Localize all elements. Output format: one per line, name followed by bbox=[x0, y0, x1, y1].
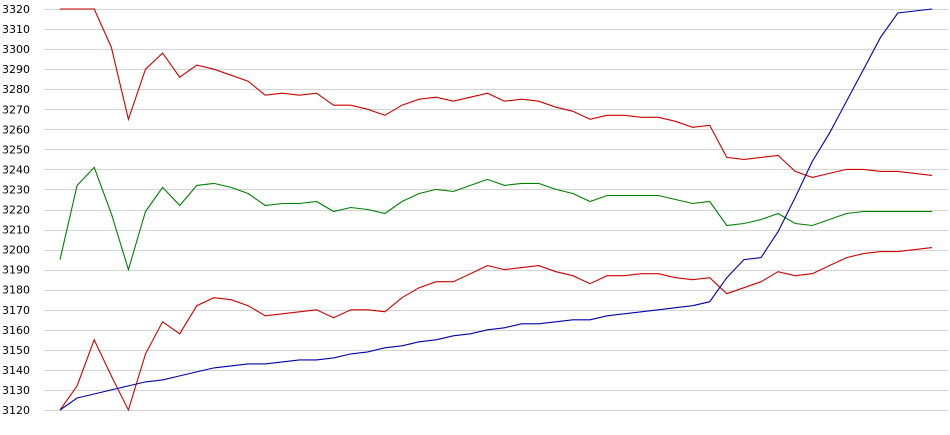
grid-layer bbox=[44, 9, 948, 411]
y-tick-label: 3310 bbox=[2, 23, 30, 36]
y-tick-label: 3320 bbox=[2, 3, 30, 16]
y-tick-label: 3190 bbox=[2, 264, 30, 277]
series-line-3 bbox=[59, 247, 933, 412]
y-tick-label: 3230 bbox=[2, 183, 30, 196]
series-layer bbox=[59, 8, 933, 412]
y-tick-label: 3150 bbox=[2, 344, 30, 357]
y-tick-label: 3240 bbox=[2, 163, 30, 176]
y-tick-label: 3290 bbox=[2, 63, 30, 76]
y-tick-label: 3160 bbox=[2, 324, 30, 337]
series-line-1 bbox=[60, 8, 933, 178]
y-tick-label: 3270 bbox=[2, 103, 30, 116]
y-tick-label: 3130 bbox=[2, 384, 30, 397]
y-axis-ticks: 3120 3130 3140 3150 3160 3170 3180 3190 3200 3210… bbox=[2, 3, 30, 417]
series-line-2 bbox=[59, 166, 932, 272]
series-line-4 bbox=[59, 8, 933, 411]
y-tick-label: 3220 bbox=[2, 204, 30, 217]
y-tick-label: 3180 bbox=[2, 284, 30, 297]
y-tick-label: 3300 bbox=[2, 43, 30, 56]
y-tick-label: 3250 bbox=[2, 143, 30, 156]
y-tick-label: 3140 bbox=[2, 364, 30, 377]
y-tick-label: 3170 bbox=[2, 304, 30, 317]
y-tick-label: 3260 bbox=[2, 123, 30, 136]
y-tick-label: 3280 bbox=[2, 83, 30, 96]
y-tick-label: 3210 bbox=[2, 224, 30, 237]
y-tick-label: 3200 bbox=[2, 244, 30, 257]
y-tick-label: 3120 bbox=[2, 404, 30, 417]
